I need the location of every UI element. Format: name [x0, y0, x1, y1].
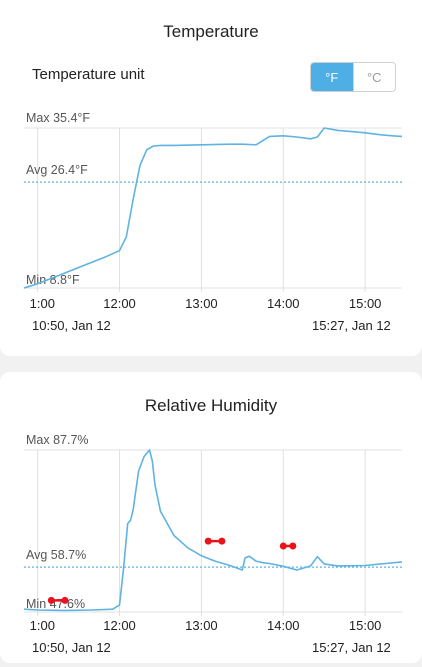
unit-celsius-button[interactable]: °C	[352, 63, 395, 91]
x-tick-label: 1:00	[30, 296, 55, 311]
max-label: Max 87.7%	[26, 433, 89, 447]
temperature-range-end: 15:27, Jan 12	[312, 318, 391, 333]
x-tick-label: 13:00	[185, 618, 218, 633]
humidity-title: Relative Humidity	[144, 396, 278, 415]
series-line	[23, 449, 403, 612]
gap-marker	[279, 542, 297, 550]
series-line	[23, 127, 403, 289]
temperature-range-start: 10:50, Jan 12	[32, 318, 111, 333]
x-tick-label: 12:00	[103, 296, 136, 311]
x-tick-label: 13:00	[185, 296, 218, 311]
x-tick-label: 14:00	[267, 296, 300, 311]
min-label: Min 47.6%	[26, 597, 85, 611]
humidity-card: Relative Humidity 1:00 12:00 13:00 14:00 15:…	[0, 372, 422, 663]
temperature-unit-label: Temperature unit	[32, 66, 145, 83]
temperature-title: Temperature	[163, 22, 259, 41]
avg-label: Avg 26.4°F	[26, 163, 88, 177]
humidity-range-end: 15:27, Jan 12	[312, 640, 391, 655]
temperature-unit-toggle[interactable]: °F °C	[310, 62, 396, 92]
temperature-card: Temperature Temperature unit °F °C 1:00 1…	[0, 0, 422, 356]
humidity-range-start: 10:50, Jan 12	[32, 640, 111, 655]
gap-marker	[47, 596, 69, 604]
x-tick-label: 12:00	[103, 618, 136, 633]
unit-fahrenheit-button[interactable]: °F	[311, 63, 353, 91]
max-label: Max 35.4°F	[26, 111, 90, 125]
x-tick-label: 1:00	[30, 618, 55, 633]
avg-label: Avg 58.7%	[26, 548, 86, 562]
humidity-chart: 1:00 12:00 13:00 14:00 15:00 Max 87.7% Avg 58.…	[23, 433, 403, 633]
gap-marker	[204, 537, 226, 545]
x-tick-label: 15:00	[349, 618, 382, 633]
temperature-chart: 1:00 12:00 13:00 14:00 15:00 Max 35.4°F Avg 26…	[23, 111, 403, 311]
x-tick-label: 14:00	[267, 618, 300, 633]
x-tick-label: 15:00	[349, 296, 382, 311]
